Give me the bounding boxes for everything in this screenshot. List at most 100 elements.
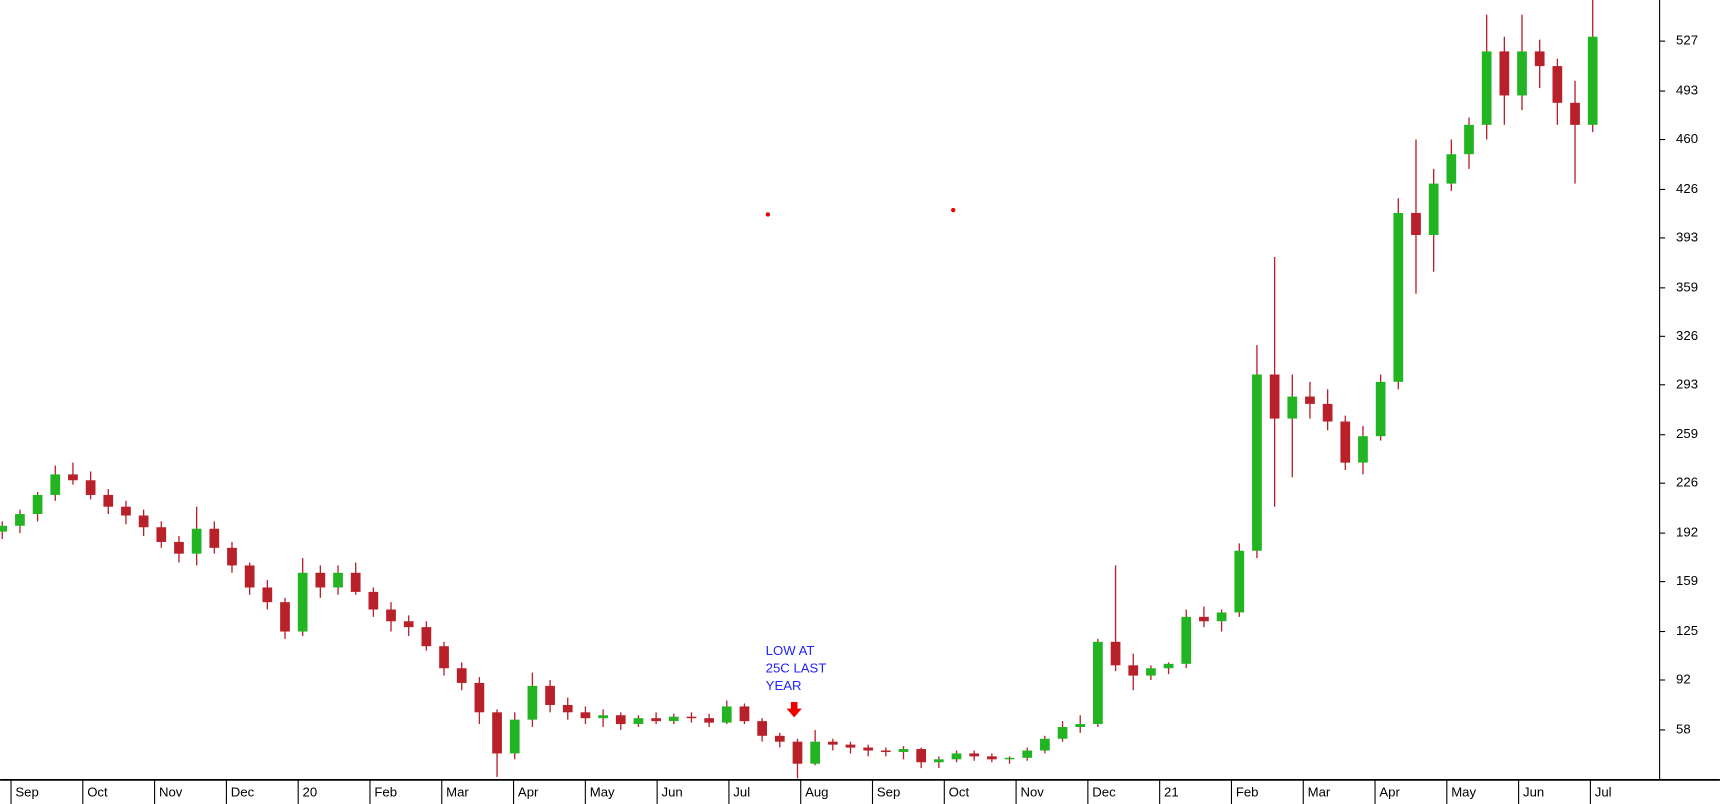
annotation: LOW AT — [766, 643, 815, 658]
candle-body — [1057, 726, 1068, 739]
candle-body — [68, 474, 78, 481]
candle-body — [951, 753, 962, 760]
y-tick-label: 359 — [1676, 279, 1698, 294]
marker-dot — [951, 207, 956, 213]
candle-body — [1181, 616, 1192, 664]
y-tick-label: 527 — [1676, 33, 1698, 48]
candle-body — [315, 572, 326, 588]
candle-body — [987, 756, 997, 760]
y-tick-label: 192 — [1676, 525, 1698, 540]
candle-body — [527, 685, 538, 720]
y-tick-label: 393 — [1676, 229, 1698, 244]
candle-body — [1534, 51, 1545, 67]
candle-body — [1269, 374, 1280, 419]
y-tick-label: 159 — [1676, 573, 1698, 588]
x-tick-label: Mar — [1308, 785, 1331, 800]
candle-body — [368, 591, 379, 610]
candle-body — [403, 621, 414, 628]
candle-body — [297, 572, 308, 632]
candle-body — [1517, 51, 1527, 96]
candle-body — [969, 753, 980, 757]
candle-body — [651, 718, 661, 722]
candle-body — [50, 474, 61, 495]
candle-body — [1110, 641, 1121, 666]
candle-body — [474, 682, 485, 713]
candle-body — [492, 712, 502, 754]
candle-body — [704, 718, 714, 723]
x-tick-label: Oct — [87, 785, 108, 800]
y-tick-label: 326 — [1676, 328, 1698, 343]
candle-body — [262, 587, 273, 603]
x-tick-label: 20 — [303, 785, 318, 800]
candle-body — [633, 718, 644, 725]
candle-body — [1499, 51, 1510, 96]
x-tick-label: Aug — [805, 785, 828, 800]
x-tick-label: May — [590, 785, 615, 800]
candle-body — [1022, 750, 1033, 758]
candle-body — [1216, 612, 1227, 622]
candle-body — [333, 572, 343, 588]
annotation: YEAR — [766, 678, 802, 693]
x-tick-label: Nov — [159, 785, 183, 800]
candle-body — [1411, 212, 1421, 235]
candle-body — [863, 747, 874, 751]
candle-body — [1040, 738, 1050, 751]
marker-dot — [765, 212, 771, 217]
candle-body — [1075, 724, 1086, 727]
x-tick-label: Oct — [949, 785, 970, 800]
x-tick-label: Jun — [662, 785, 683, 800]
candle-body — [916, 749, 927, 763]
candle-body — [1146, 668, 1156, 676]
candle-body — [0, 525, 8, 532]
x-tick-label: Jun — [1523, 785, 1544, 800]
x-tick-label: Feb — [374, 785, 397, 800]
candle-body — [739, 706, 750, 722]
candle-body — [244, 565, 255, 588]
candle-body — [1570, 102, 1580, 125]
x-tick-label: Sep — [877, 785, 900, 800]
candle-body — [1393, 212, 1404, 382]
candle-body — [580, 712, 591, 719]
candle-body — [933, 759, 944, 763]
annotation: 25C LAST — [766, 661, 827, 676]
candle-body — [1163, 663, 1174, 669]
candle-body — [1287, 396, 1298, 419]
candle-body — [1464, 124, 1474, 155]
candle-body — [562, 704, 573, 713]
candle-body — [1252, 374, 1262, 551]
candle-body — [880, 750, 891, 752]
candle-body — [668, 716, 679, 722]
y-tick-label: 259 — [1676, 426, 1698, 441]
candle-body — [1128, 665, 1139, 676]
candle-body — [598, 715, 608, 719]
candle-body — [686, 716, 697, 719]
x-tick-label: Jul — [1595, 785, 1612, 800]
y-tick-label: 426 — [1676, 181, 1698, 196]
candle-body — [1481, 51, 1492, 125]
candle-body — [280, 602, 290, 632]
x-tick-label: Apr — [1379, 785, 1400, 800]
x-tick-label: Dec — [1092, 785, 1116, 800]
x-tick-label: Jul — [733, 785, 750, 800]
candle-body — [1322, 403, 1333, 422]
x-tick-label: 21 — [1164, 785, 1179, 800]
candle-body — [191, 528, 202, 554]
candle-body — [757, 721, 767, 736]
candle-body — [1093, 641, 1103, 725]
candle-body — [1199, 616, 1209, 622]
x-tick-label: May — [1451, 785, 1476, 800]
candle-body — [156, 527, 167, 542]
candle-body — [1375, 381, 1386, 437]
x-tick-label: Feb — [1236, 785, 1259, 800]
y-tick-label: 58 — [1676, 721, 1691, 736]
candle-body — [810, 741, 821, 764]
candle-body — [898, 749, 909, 752]
candle-body — [1587, 36, 1598, 125]
candle-body — [121, 506, 131, 516]
candle-body — [1234, 550, 1245, 613]
candle-body — [386, 609, 396, 622]
y-tick-label: 125 — [1676, 623, 1698, 638]
